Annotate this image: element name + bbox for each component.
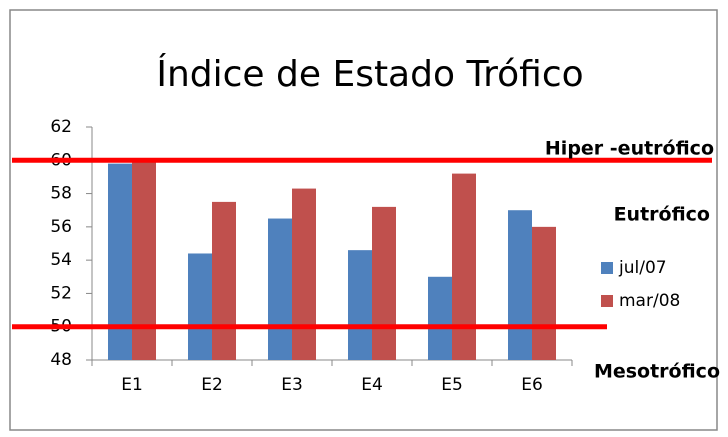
bar bbox=[348, 250, 372, 360]
x-tick-label: E6 bbox=[521, 375, 543, 395]
annotation: Mesotrófico bbox=[594, 361, 720, 383]
bar bbox=[268, 218, 292, 360]
y-tick-label: 56 bbox=[50, 217, 72, 237]
y-tick-label: 52 bbox=[50, 283, 72, 303]
bar bbox=[452, 173, 476, 360]
annotation: Hiper -eutrófico bbox=[545, 138, 714, 160]
bar bbox=[532, 226, 556, 360]
bar bbox=[188, 253, 212, 360]
y-tick-label: 48 bbox=[50, 350, 72, 370]
bar bbox=[372, 206, 396, 360]
chart-title: Índice de Estado Trófico bbox=[156, 53, 583, 95]
legend-label: jul/07 bbox=[618, 258, 667, 278]
bar bbox=[132, 160, 156, 360]
x-tick-label: E2 bbox=[201, 375, 223, 395]
legend-label: mar/08 bbox=[619, 291, 680, 311]
y-tick-label: 62 bbox=[50, 117, 72, 137]
x-tick-label: E1 bbox=[121, 375, 143, 395]
x-tick-label: E3 bbox=[281, 375, 303, 395]
y-tick-label: 58 bbox=[50, 184, 72, 204]
bar bbox=[292, 188, 316, 360]
y-tick-label: 54 bbox=[50, 250, 72, 270]
x-tick-label: E4 bbox=[361, 375, 383, 395]
legend-swatch bbox=[601, 295, 613, 307]
bar bbox=[108, 163, 132, 360]
bar bbox=[212, 201, 236, 360]
bar bbox=[508, 210, 532, 360]
x-tick-label: E5 bbox=[441, 375, 463, 395]
legend-swatch bbox=[601, 262, 613, 274]
bar bbox=[428, 276, 452, 360]
annotation: Eutrófico bbox=[614, 204, 710, 226]
